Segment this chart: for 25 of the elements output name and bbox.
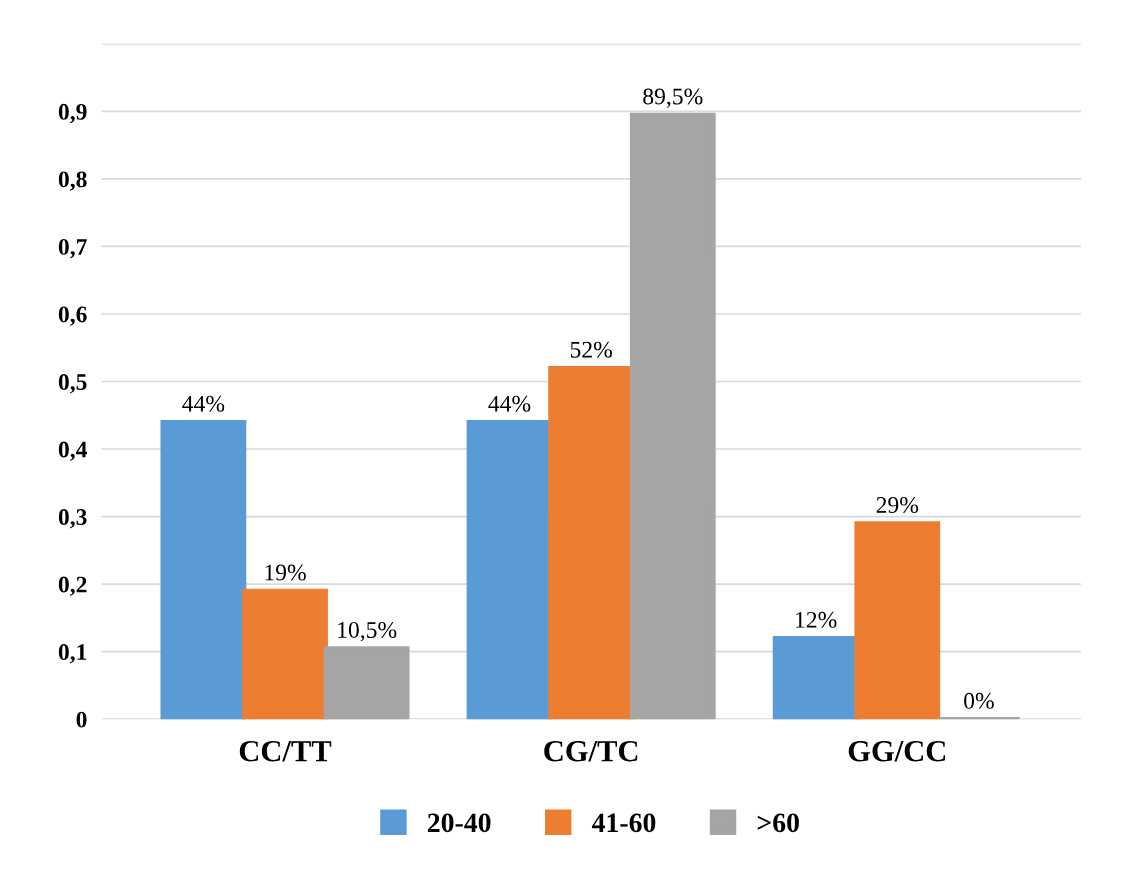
data-label: 52% bbox=[570, 341, 612, 358]
legend-label: >60 bbox=[757, 813, 799, 833]
data-label: 44% bbox=[488, 395, 531, 412]
y-tick-label: 0 bbox=[76, 711, 87, 728]
y-tick-label: 0,1 bbox=[58, 644, 87, 664]
y-tick-label: 0,7 bbox=[58, 238, 87, 259]
x-tick-label: CC/TT bbox=[239, 740, 332, 762]
legend-label: 20-40 bbox=[427, 813, 491, 833]
y-tick-label: 0,6 bbox=[58, 306, 87, 326]
y-tick-label: 0,4 bbox=[58, 441, 88, 461]
legend-label: 41-60 bbox=[591, 813, 656, 833]
data-label: 89,5% bbox=[643, 88, 703, 108]
data-label: 12% bbox=[796, 611, 837, 628]
x-tick-label: GG/CC bbox=[848, 740, 946, 762]
data-label: 29% bbox=[876, 497, 919, 514]
x-tick-label: CG/TC bbox=[544, 740, 638, 762]
data-label: 10,5% bbox=[338, 621, 397, 642]
y-tick-label: 0,3 bbox=[58, 509, 87, 529]
y-tick-label: 0,2 bbox=[58, 576, 87, 596]
data-label: 0% bbox=[964, 692, 994, 709]
y-tick-label: 0,9 bbox=[58, 103, 87, 124]
y-tick-label: 0,5 bbox=[58, 373, 87, 394]
data-label: 44% bbox=[182, 395, 225, 412]
data-label: 19% bbox=[265, 564, 306, 581]
y-tick-label: 0,8 bbox=[58, 171, 87, 191]
